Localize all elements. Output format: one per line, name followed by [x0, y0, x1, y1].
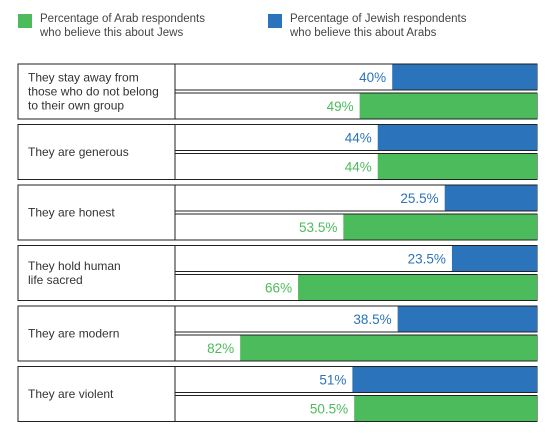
legend-swatch-arab: [18, 14, 32, 28]
value-label: 23.5%: [408, 252, 446, 267]
legend-label-arab: Percentage of Arab respondents who belie…: [40, 13, 205, 39]
legend: Percentage of Arab respondents who belie…: [18, 8, 548, 48]
legend-item-arab: Percentage of Arab respondents who belie…: [18, 12, 220, 40]
category-label: They stay away from: [28, 71, 139, 85]
category-label: life sacred: [28, 273, 83, 287]
category-label-box: [17, 366, 176, 422]
category-label-box: [17, 63, 176, 120]
value-label: 53.5%: [299, 220, 337, 235]
category-label: They are generous: [28, 145, 129, 159]
bar: [392, 64, 537, 90]
category-label-box: [17, 124, 176, 180]
category-label: those who do not belong: [28, 85, 159, 99]
value-label: 50.5%: [310, 402, 348, 417]
bar: [444, 185, 537, 211]
bar: [451, 246, 537, 271]
value-label: 49%: [327, 99, 354, 114]
value-label: 40%: [359, 70, 386, 85]
bar: [397, 306, 537, 332]
category-label: to their own group: [28, 99, 124, 113]
bar: [352, 367, 537, 392]
bar: [240, 335, 537, 361]
bar: [343, 214, 537, 240]
value-label: 44%: [345, 160, 372, 175]
value-label: 51%: [319, 373, 346, 388]
bar: [377, 125, 537, 150]
value-label: 66%: [265, 281, 292, 296]
category-label: They hold human: [28, 259, 121, 273]
bar: [298, 275, 537, 300]
category-label-box: [17, 245, 176, 301]
value-label: 38.5%: [353, 312, 391, 327]
category-label: They are honest: [28, 206, 115, 220]
category-label-box: [17, 184, 176, 241]
bar: [359, 93, 537, 119]
category-label: They are modern: [28, 327, 119, 341]
value-label: 82%: [207, 341, 234, 356]
bar: [377, 154, 537, 179]
value-label: 25.5%: [400, 191, 438, 206]
legend-item-jewish: Percentage of Jewish respondents who bel…: [268, 12, 470, 40]
legend-label-jewish: Percentage of Jewish respondents who bel…: [290, 13, 467, 39]
bar: [354, 396, 537, 421]
value-label: 44%: [345, 131, 372, 146]
category-label-box: [17, 305, 176, 362]
legend-swatch-jewish: [268, 14, 282, 28]
category-label: They are violent: [28, 387, 114, 401]
